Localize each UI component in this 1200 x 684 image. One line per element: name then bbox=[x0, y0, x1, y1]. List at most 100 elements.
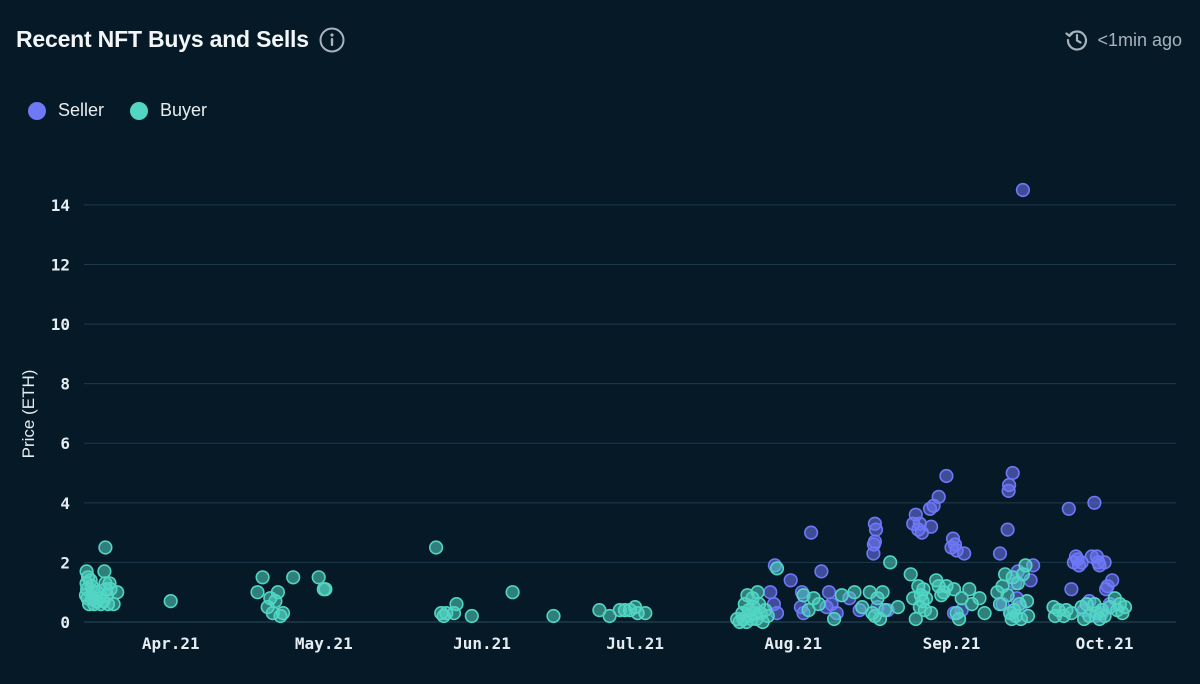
buyer-point[interactable] bbox=[1117, 599, 1133, 615]
history-clock-icon[interactable] bbox=[1065, 28, 1089, 52]
x-tick-label: May.21 bbox=[295, 634, 353, 653]
x-tick-label: Apr.21 bbox=[142, 634, 200, 653]
seller-point[interactable] bbox=[803, 525, 819, 540]
seller-point[interactable] bbox=[868, 522, 884, 537]
seller-point[interactable] bbox=[1005, 465, 1020, 481]
buyer-point[interactable] bbox=[1018, 558, 1033, 573]
buyer-point[interactable] bbox=[977, 605, 992, 621]
buyer-point[interactable] bbox=[1064, 605, 1079, 621]
buyer-point[interactable] bbox=[801, 602, 816, 618]
seller-point[interactable] bbox=[866, 546, 881, 561]
grid-lines bbox=[84, 204, 1176, 623]
buyer-point[interactable] bbox=[255, 570, 270, 585]
x-tick-label: Sep.21 bbox=[923, 634, 981, 653]
buyer-point[interactable] bbox=[855, 599, 870, 615]
series-seller bbox=[763, 182, 1120, 624]
header: Recent NFT Buys and Sells bbox=[16, 26, 345, 53]
buyer-point[interactable] bbox=[98, 540, 113, 555]
buyer-point[interactable] bbox=[760, 608, 775, 624]
buyer-point[interactable] bbox=[883, 555, 898, 570]
legend-item-seller[interactable]: Seller bbox=[28, 100, 104, 121]
seller-point[interactable] bbox=[821, 585, 837, 600]
y-axis-ticks: 0 2 4 6 8 10 12 14 bbox=[51, 196, 70, 632]
buyer-point[interactable] bbox=[875, 585, 890, 600]
legend: Seller Buyer bbox=[28, 100, 233, 121]
buyer-point[interactable] bbox=[638, 605, 653, 621]
buyer-point[interactable] bbox=[275, 605, 291, 621]
seller-point[interactable] bbox=[783, 573, 798, 588]
buyer-point[interactable] bbox=[834, 588, 849, 603]
buyer-point[interactable] bbox=[847, 585, 862, 600]
last-updated-text: <1min ago bbox=[1097, 29, 1182, 50]
buyer-point[interactable] bbox=[769, 561, 785, 576]
buyer-point[interactable] bbox=[962, 582, 977, 597]
page-title: Recent NFT Buys and Sells bbox=[16, 26, 309, 52]
buyer-point[interactable] bbox=[946, 582, 962, 597]
last-updated: <1min ago bbox=[1065, 28, 1182, 52]
legend-label-buyer: Buyer bbox=[160, 100, 208, 120]
legend-item-buyer[interactable]: Buyer bbox=[130, 100, 207, 121]
buyer-point[interactable] bbox=[270, 585, 286, 600]
y-tick-label: 2 bbox=[60, 553, 70, 572]
seller-point[interactable] bbox=[957, 546, 972, 561]
seller-point[interactable] bbox=[1061, 501, 1076, 516]
buyer-point[interactable] bbox=[750, 585, 765, 600]
buyer-point[interactable] bbox=[811, 596, 826, 612]
y-tick-label: 8 bbox=[60, 375, 70, 394]
seller-point[interactable] bbox=[763, 585, 778, 600]
buyer-point[interactable] bbox=[1019, 593, 1035, 609]
y-axis-label: Price (ETH) bbox=[19, 370, 38, 459]
seller-point[interactable] bbox=[1097, 555, 1112, 570]
y-tick-label: 4 bbox=[60, 494, 70, 513]
seller-point[interactable] bbox=[1087, 495, 1102, 510]
y-tick-label: 14 bbox=[51, 196, 70, 215]
buyer-point[interactable] bbox=[972, 591, 987, 606]
buyer-point[interactable] bbox=[429, 540, 444, 555]
y-tick-label: 0 bbox=[60, 613, 70, 632]
buyer-point[interactable] bbox=[546, 608, 561, 624]
buyer-point[interactable] bbox=[106, 596, 121, 612]
buyer-point[interactable] bbox=[110, 585, 125, 600]
seller-point[interactable] bbox=[1000, 522, 1015, 537]
seller-point[interactable] bbox=[1015, 182, 1031, 198]
seller-legend-dot bbox=[28, 101, 46, 120]
buyer-point[interactable] bbox=[318, 582, 333, 597]
buyer-legend-dot bbox=[130, 101, 149, 120]
buyer-point[interactable] bbox=[992, 596, 1008, 612]
seller-point[interactable] bbox=[992, 546, 1008, 561]
buyer-point[interactable] bbox=[1000, 588, 1015, 603]
y-tick-label: 6 bbox=[60, 434, 70, 453]
buyer-point[interactable] bbox=[1020, 608, 1036, 624]
buyer-point[interactable] bbox=[505, 585, 520, 600]
x-tick-label: Jul.21 bbox=[606, 634, 664, 653]
buyer-point[interactable] bbox=[250, 585, 265, 600]
buyer-point[interactable] bbox=[918, 591, 934, 606]
buyer-point[interactable] bbox=[951, 611, 967, 627]
buyer-point[interactable] bbox=[286, 570, 301, 585]
buyer-point[interactable] bbox=[163, 593, 178, 609]
buyer-point[interactable] bbox=[464, 608, 479, 624]
buyer-point[interactable] bbox=[903, 567, 918, 582]
buyer-point[interactable] bbox=[826, 611, 842, 627]
seller-point[interactable] bbox=[923, 519, 939, 534]
buyer-point[interactable] bbox=[877, 602, 893, 618]
buyer-point[interactable] bbox=[97, 564, 112, 579]
y-tick-label: 12 bbox=[51, 255, 70, 274]
buyer-point[interactable] bbox=[311, 570, 326, 585]
seller-point[interactable] bbox=[939, 468, 954, 484]
seller-point[interactable] bbox=[931, 489, 946, 505]
x-tick-label: Jun.21 bbox=[453, 634, 511, 653]
seller-point[interactable] bbox=[1105, 573, 1120, 588]
buyer-point[interactable] bbox=[923, 605, 939, 621]
seller-point[interactable] bbox=[1001, 483, 1016, 499]
seller-point[interactable] bbox=[814, 564, 829, 579]
seller-point[interactable] bbox=[1064, 582, 1079, 597]
info-icon[interactable] bbox=[319, 27, 345, 53]
legend-label-seller: Seller bbox=[58, 100, 105, 120]
buyer-point[interactable] bbox=[890, 599, 906, 615]
buyer-point[interactable] bbox=[449, 596, 464, 612]
x-tick-label: Oct.21 bbox=[1076, 634, 1134, 653]
x-axis-ticks: Apr.21 May.21 Jun.21 Jul.21 Aug.21 Sep.21 Oct.… bbox=[142, 634, 1134, 653]
x-tick-label: Aug.21 bbox=[764, 634, 822, 653]
